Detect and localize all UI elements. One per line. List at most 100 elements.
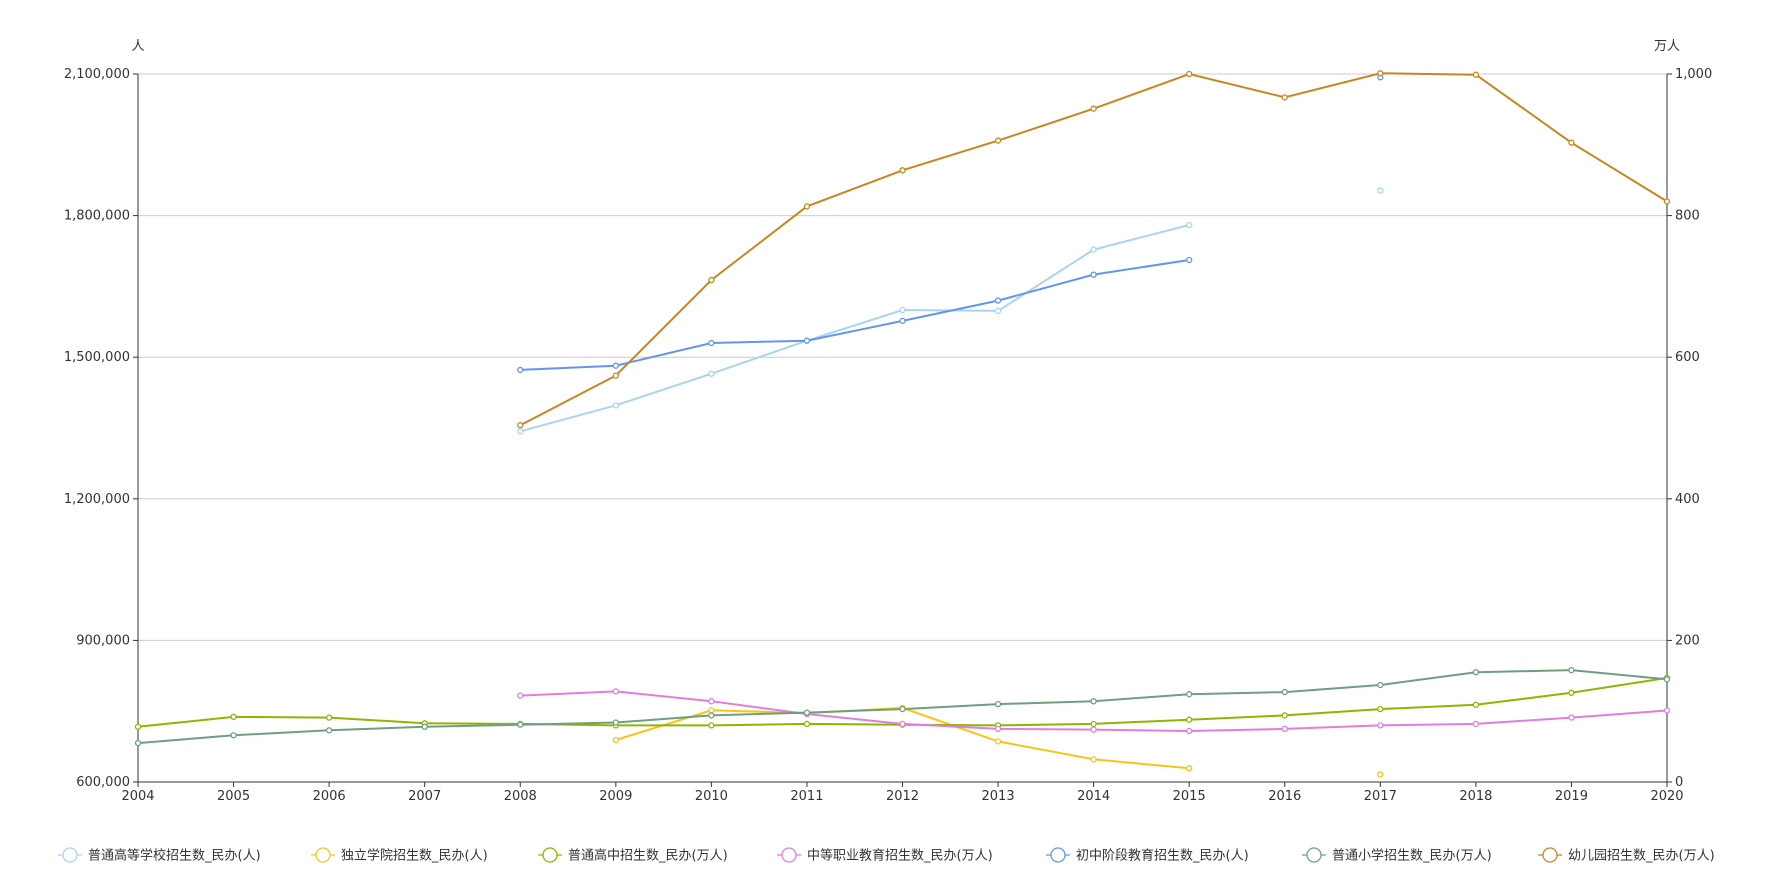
data-point xyxy=(517,692,524,699)
data-point xyxy=(708,370,715,377)
data-point xyxy=(1377,771,1384,778)
data-point xyxy=(994,297,1002,304)
data-point xyxy=(1090,105,1097,112)
data-point xyxy=(708,698,715,705)
x-tick-label: 2011 xyxy=(790,789,823,804)
data-point xyxy=(994,725,1002,733)
data-point xyxy=(1472,669,1480,676)
data-point xyxy=(994,700,1002,708)
left-tick-label: 1,800,000 xyxy=(64,209,130,224)
data-point xyxy=(1472,701,1480,708)
right-axis-unit: 万人 xyxy=(1654,39,1680,54)
data-point xyxy=(612,736,619,744)
series-5 xyxy=(134,666,1671,747)
data-point xyxy=(803,720,811,728)
data-point xyxy=(1663,198,1671,205)
series-0 xyxy=(517,187,1384,435)
data-point xyxy=(708,712,715,719)
data-point xyxy=(899,317,906,325)
left-tick-label: 1,500,000 xyxy=(64,350,130,365)
x-tick-label: 2014 xyxy=(1077,789,1110,804)
legend-item[interactable]: 普通高等学校招生数_民办(人) xyxy=(58,847,261,864)
x-tick-label: 2019 xyxy=(1555,789,1588,804)
series-line xyxy=(137,676,1668,728)
legend-swatch-icon xyxy=(542,847,558,863)
data-point xyxy=(1186,716,1193,723)
data-point xyxy=(994,137,1002,144)
data-point xyxy=(1186,221,1193,229)
data-point xyxy=(803,203,811,210)
data-point xyxy=(517,422,524,429)
legend-item[interactable]: 中等职业教育招生数_民办(万人) xyxy=(777,847,993,864)
x-tick-label: 2009 xyxy=(599,789,632,804)
data-point xyxy=(1663,676,1671,683)
legend[interactable]: 普通高等学校招生数_民办(人) 独立学院招生数_民办(人) 普通高中招生数_民办(万… xyxy=(58,847,1715,864)
legend-swatch-icon xyxy=(1542,847,1558,863)
legend-label: 普通高等学校招生数_民办(人) xyxy=(88,848,261,864)
data-point xyxy=(994,738,1002,745)
data-point xyxy=(803,337,811,344)
data-point xyxy=(1186,765,1193,772)
data-point xyxy=(994,307,1002,315)
legend-item[interactable]: 幼儿园招生数_民办(万人) xyxy=(1538,847,1715,864)
data-point xyxy=(325,714,333,721)
left-tick-label: 2,100,000 xyxy=(64,67,130,82)
data-point xyxy=(1090,726,1097,733)
data-point xyxy=(1281,688,1288,696)
x-axis-ticks: 2004 2005 2006 2007 2008 2009 2010 2011 2012 2013… xyxy=(121,782,1684,804)
data-point xyxy=(899,720,906,728)
left-tick-label: 1,200,000 xyxy=(64,492,130,507)
data-point xyxy=(708,339,715,347)
right-tick-label: 800 xyxy=(1675,209,1700,224)
data-point xyxy=(1090,271,1097,278)
legend-label: 普通小学招生数_民办(万人) xyxy=(1332,848,1492,864)
data-point xyxy=(1377,70,1384,77)
data-point xyxy=(1090,246,1097,253)
x-tick-label: 2004 xyxy=(121,789,154,804)
x-tick-label: 2020 xyxy=(1650,789,1683,804)
legend-swatch-icon xyxy=(1050,847,1066,863)
data-point xyxy=(1377,722,1384,729)
left-axis-ticks: 600,000 900,000 1,200,000 1,500,000 1,800,00… xyxy=(64,67,138,790)
legend-label: 独立学院招生数_民办(人) xyxy=(341,848,488,864)
right-axis-ticks: 0 200 400 600 800 1,000 xyxy=(1667,67,1712,790)
x-tick-label: 2015 xyxy=(1173,789,1206,804)
data-point xyxy=(899,306,906,314)
x-tick-label: 2017 xyxy=(1364,789,1397,804)
legend-item[interactable]: 普通小学招生数_民办(万人) xyxy=(1302,847,1492,864)
data-point xyxy=(230,713,237,721)
data-point xyxy=(899,705,906,713)
data-point xyxy=(1568,666,1575,674)
data-point xyxy=(708,722,715,729)
data-point xyxy=(1568,139,1575,146)
data-point xyxy=(1186,70,1193,78)
data-point xyxy=(325,727,333,734)
legend-swatch-icon xyxy=(1306,847,1322,863)
right-tick-label: 400 xyxy=(1675,492,1700,507)
data-point xyxy=(1281,725,1288,733)
x-tick-label: 2013 xyxy=(982,789,1015,804)
x-tick-label: 2010 xyxy=(695,789,728,804)
data-point xyxy=(803,709,811,716)
legend-item[interactable]: 初中阶段教育招生数_民办(人) xyxy=(1046,847,1249,864)
legend-item[interactable]: 独立学院招生数_民办(人) xyxy=(311,847,488,864)
axes xyxy=(137,74,1668,783)
legend-swatch-icon xyxy=(315,847,331,863)
data-point xyxy=(1090,720,1097,728)
data-point xyxy=(1472,720,1480,728)
data-point xyxy=(708,276,715,284)
data-point xyxy=(708,707,715,714)
data-point xyxy=(134,723,142,730)
data-point xyxy=(1568,689,1575,696)
legend-swatch-icon xyxy=(781,847,797,863)
data-point xyxy=(1568,714,1575,721)
data-point xyxy=(134,739,142,747)
legend-item[interactable]: 普通高中招生数_民办(万人) xyxy=(538,847,728,864)
x-tick-label: 2007 xyxy=(408,789,441,804)
grid-lines xyxy=(138,73,1667,641)
data-point xyxy=(1663,707,1671,714)
data-point xyxy=(612,688,619,695)
right-tick-label: 200 xyxy=(1675,633,1700,648)
data-point xyxy=(612,362,619,369)
